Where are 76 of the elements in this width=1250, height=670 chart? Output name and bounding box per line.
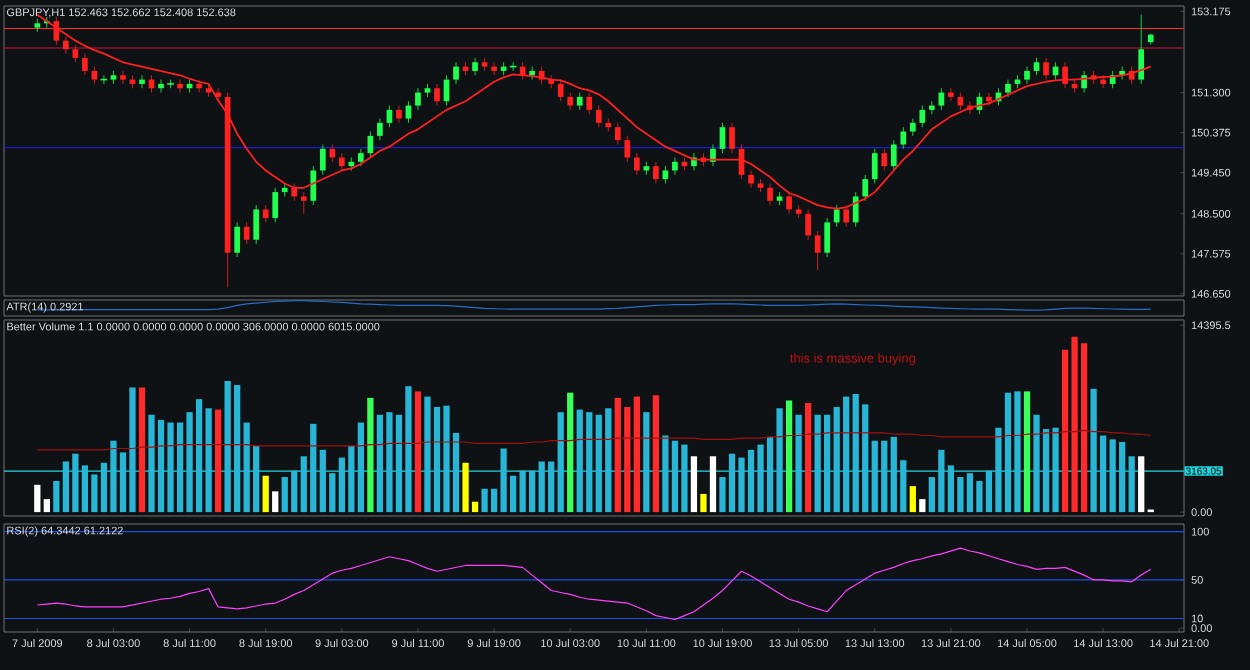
candlestick (672, 157, 678, 176)
candlestick (633, 152, 640, 176)
bar (795, 414, 802, 513)
candlestick (614, 122, 621, 145)
bar (919, 499, 926, 513)
bar (357, 422, 365, 513)
candlestick (1024, 66, 1030, 85)
candlestick (453, 61, 459, 85)
bar (633, 396, 640, 513)
candlestick (805, 209, 811, 241)
candlestick (862, 174, 869, 202)
bar (909, 486, 916, 513)
candlestick (434, 83, 440, 106)
candlestick (234, 222, 241, 258)
candlestick (557, 79, 564, 102)
bar (262, 475, 269, 513)
bar (1128, 456, 1135, 513)
bar (652, 395, 660, 513)
bar (557, 412, 564, 513)
candlestick (900, 126, 907, 150)
candlestick (814, 230, 821, 271)
candlestick (948, 87, 954, 102)
candlestick (396, 105, 402, 124)
candlestick (491, 61, 497, 76)
candlestick (310, 165, 317, 206)
candlestick (824, 217, 831, 258)
candlestick (196, 79, 202, 93)
bar (1138, 456, 1145, 513)
candlestick (871, 148, 878, 184)
candlestick (986, 92, 992, 106)
candlestick (605, 118, 612, 132)
candlestick (377, 118, 383, 141)
bar (1023, 391, 1031, 513)
candlestick (890, 139, 897, 171)
bar (53, 480, 60, 513)
candlestick (415, 87, 421, 111)
candlestick (139, 74, 145, 89)
bar (690, 456, 698, 513)
candlestick (63, 35, 69, 55)
candlestick (653, 161, 659, 184)
candlestick (881, 148, 888, 171)
candlestick (852, 191, 859, 228)
bar (709, 456, 717, 513)
candlestick (1043, 57, 1049, 80)
candlestick (624, 135, 631, 163)
bar (804, 403, 812, 513)
candlestick (472, 57, 478, 76)
bar (138, 387, 146, 513)
candlestick (595, 105, 602, 128)
bar (214, 409, 222, 513)
candlestick (1138, 14, 1145, 85)
candlestick (833, 204, 840, 228)
candlestick (272, 187, 279, 223)
candlestick (1100, 74, 1106, 89)
candlestick (319, 144, 326, 176)
candlestick (1062, 61, 1068, 89)
bar (785, 400, 793, 513)
bar (34, 484, 41, 513)
bar (414, 391, 422, 513)
bar (700, 493, 707, 513)
candlestick (177, 79, 183, 93)
bar (43, 499, 50, 513)
bar (643, 412, 650, 513)
candlestick (729, 122, 735, 154)
candlestick (767, 183, 773, 206)
candlestick (748, 170, 754, 189)
candlestick (253, 204, 260, 245)
candlestick (919, 105, 926, 128)
candlestick (928, 100, 935, 115)
bar (367, 397, 374, 513)
candlestick (243, 222, 250, 245)
candlestick (586, 92, 593, 115)
candlestick (82, 53, 88, 76)
candlestick (120, 70, 126, 85)
bar (272, 491, 279, 513)
bar (567, 392, 574, 513)
